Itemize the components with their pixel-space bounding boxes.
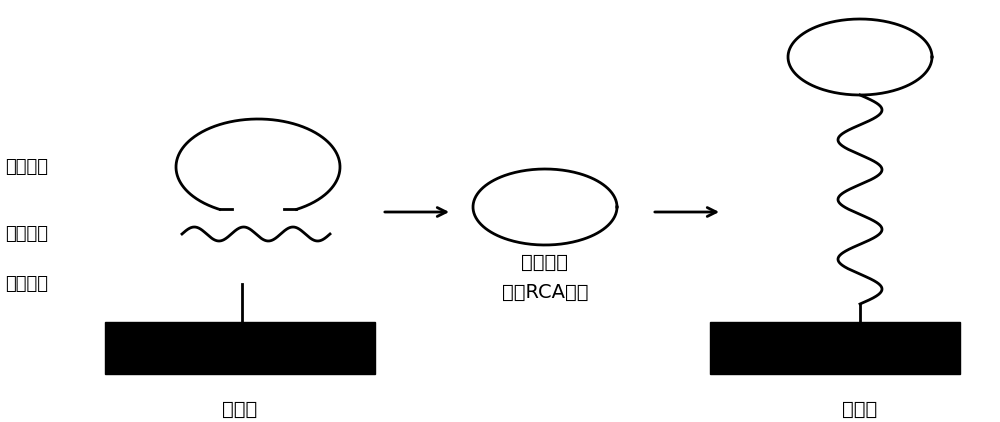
Bar [710, 322, 960, 374]
Text: 锁式探针: 锁式探针 [5, 158, 48, 176]
Text: 反应前: 反应前 [222, 400, 258, 419]
Text: 反应后: 反应后 [842, 400, 878, 419]
Text: 杂交成环: 杂交成环 [522, 252, 568, 271]
Text: 启动RCA反应: 启动RCA反应 [502, 282, 588, 301]
Text: 匹配模板: 匹配模板 [5, 225, 48, 243]
Bar [105, 322, 375, 374]
Text: 捕获探针: 捕获探针 [5, 275, 48, 293]
